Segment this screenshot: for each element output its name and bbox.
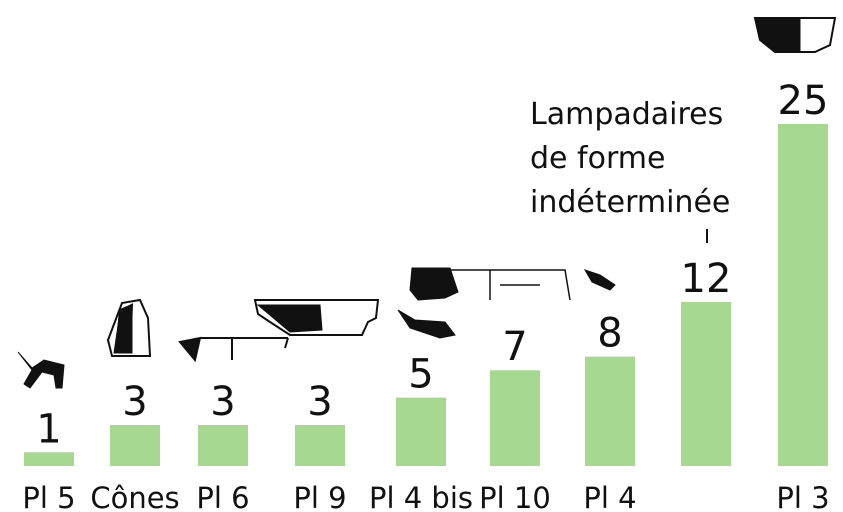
value-label: 12 — [681, 256, 732, 302]
value-label: 3 — [210, 379, 235, 425]
icon — [450, 269, 571, 301]
bar — [778, 124, 828, 466]
bar — [490, 370, 540, 466]
value-label: 25 — [778, 78, 829, 124]
value-label: 8 — [597, 311, 622, 357]
icon — [397, 309, 456, 339]
bar — [295, 424, 345, 466]
icon — [409, 267, 459, 301]
icon — [178, 336, 289, 363]
bar — [24, 452, 74, 466]
x-tick-label: Pl 4 bis — [369, 481, 473, 512]
x-tick-label: Pl 9 — [293, 481, 346, 512]
value-label: 3 — [122, 379, 147, 425]
value-label: 3 — [307, 379, 332, 425]
bar — [681, 301, 731, 466]
x-tick-label: Pl 6 — [196, 481, 249, 512]
icon — [113, 303, 133, 354]
icon — [754, 17, 801, 53]
annotation: indéterminée — [530, 185, 730, 220]
annotation: de forme — [530, 141, 665, 176]
icon — [253, 299, 380, 336]
bar — [110, 424, 160, 466]
annotation: Lampadaires — [530, 97, 723, 132]
x-tick-label: Pl 5 — [22, 481, 75, 512]
value-label: 1 — [36, 406, 61, 452]
icon — [256, 304, 323, 333]
icons — [17, 17, 837, 389]
value-label: 5 — [408, 352, 433, 398]
x-tick-label: Pl 4 — [583, 481, 636, 512]
x-tick-label: Pl 10 — [479, 481, 551, 512]
bar — [396, 397, 446, 466]
x-tick-label: Cônes — [90, 481, 179, 512]
icon — [583, 269, 616, 291]
icon — [17, 351, 65, 389]
value-label: 7 — [502, 324, 527, 370]
bar — [198, 424, 248, 466]
bar — [585, 356, 635, 466]
x-tick-label: Pl 3 — [776, 481, 829, 512]
